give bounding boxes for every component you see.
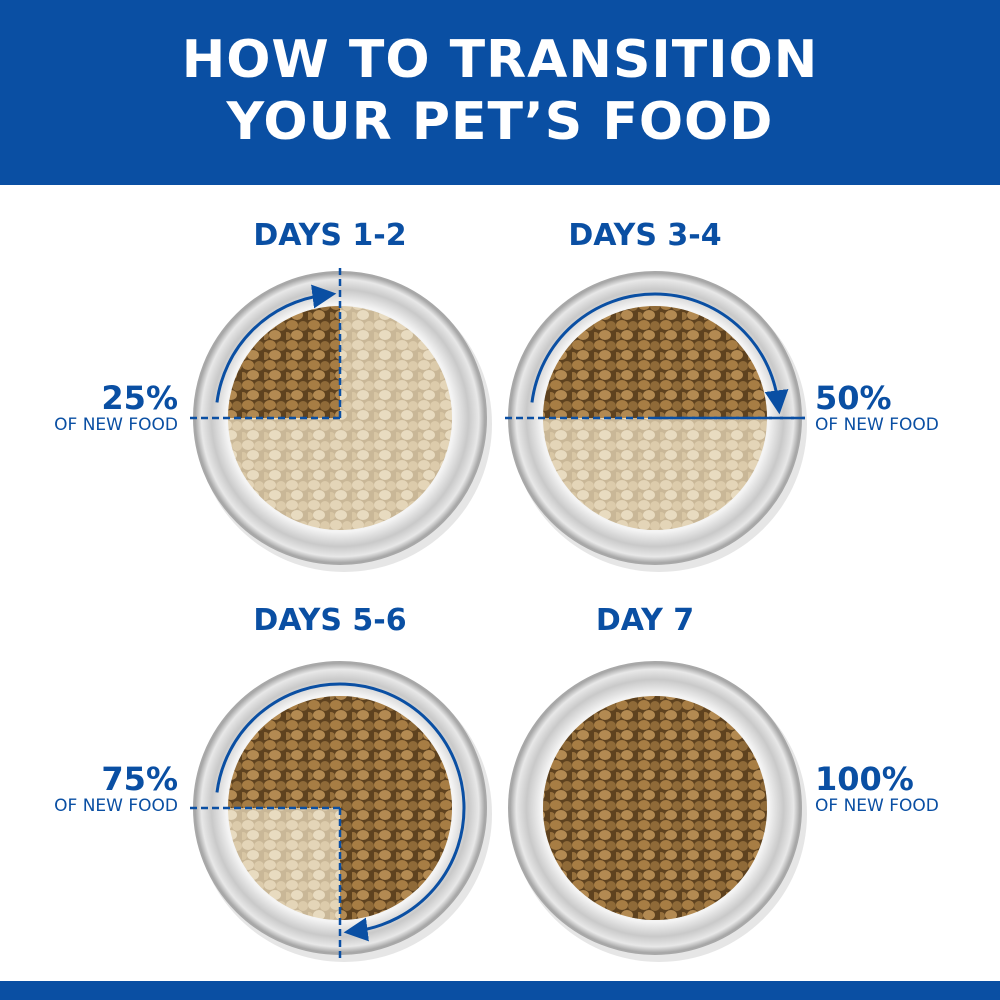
step-4-percent: 100%	[815, 760, 914, 798]
step-2-caption: OF NEW FOOD	[815, 415, 939, 435]
step-1-caption: OF NEW FOOD	[54, 415, 178, 435]
new-food	[543, 306, 767, 418]
new-food	[228, 306, 340, 418]
bowl-step-3	[190, 661, 492, 962]
title-line-1: HOW TO TRANSITION	[181, 30, 819, 90]
progress-arrow	[215, 284, 337, 403]
bowl-step-1	[190, 268, 492, 572]
progress-arrow	[530, 292, 789, 415]
step-3-caption: OF NEW FOOD	[54, 796, 178, 816]
title-line-2: YOUR PET’S FOOD	[226, 92, 774, 152]
progress-arrow	[215, 682, 466, 942]
bowl-step-2	[505, 271, 807, 572]
step-3-percent: 75%	[101, 760, 178, 798]
header-banner: HOW TO TRANSITION YOUR PET’S FOOD	[0, 0, 1000, 185]
step-2-percent: 50%	[815, 379, 892, 417]
step-4-days: DAY 7	[595, 603, 695, 638]
new-food	[543, 696, 767, 920]
footer-bar	[0, 981, 1000, 1000]
step-2-days: DAYS 3-4	[568, 218, 722, 253]
step-4-caption: OF NEW FOOD	[815, 796, 939, 816]
step-1-days: DAYS 1-2	[253, 218, 407, 253]
bowl-step-4	[508, 661, 807, 962]
step-3-days: DAYS 5-6	[253, 603, 407, 638]
step-1-percent: 25%	[101, 379, 178, 417]
